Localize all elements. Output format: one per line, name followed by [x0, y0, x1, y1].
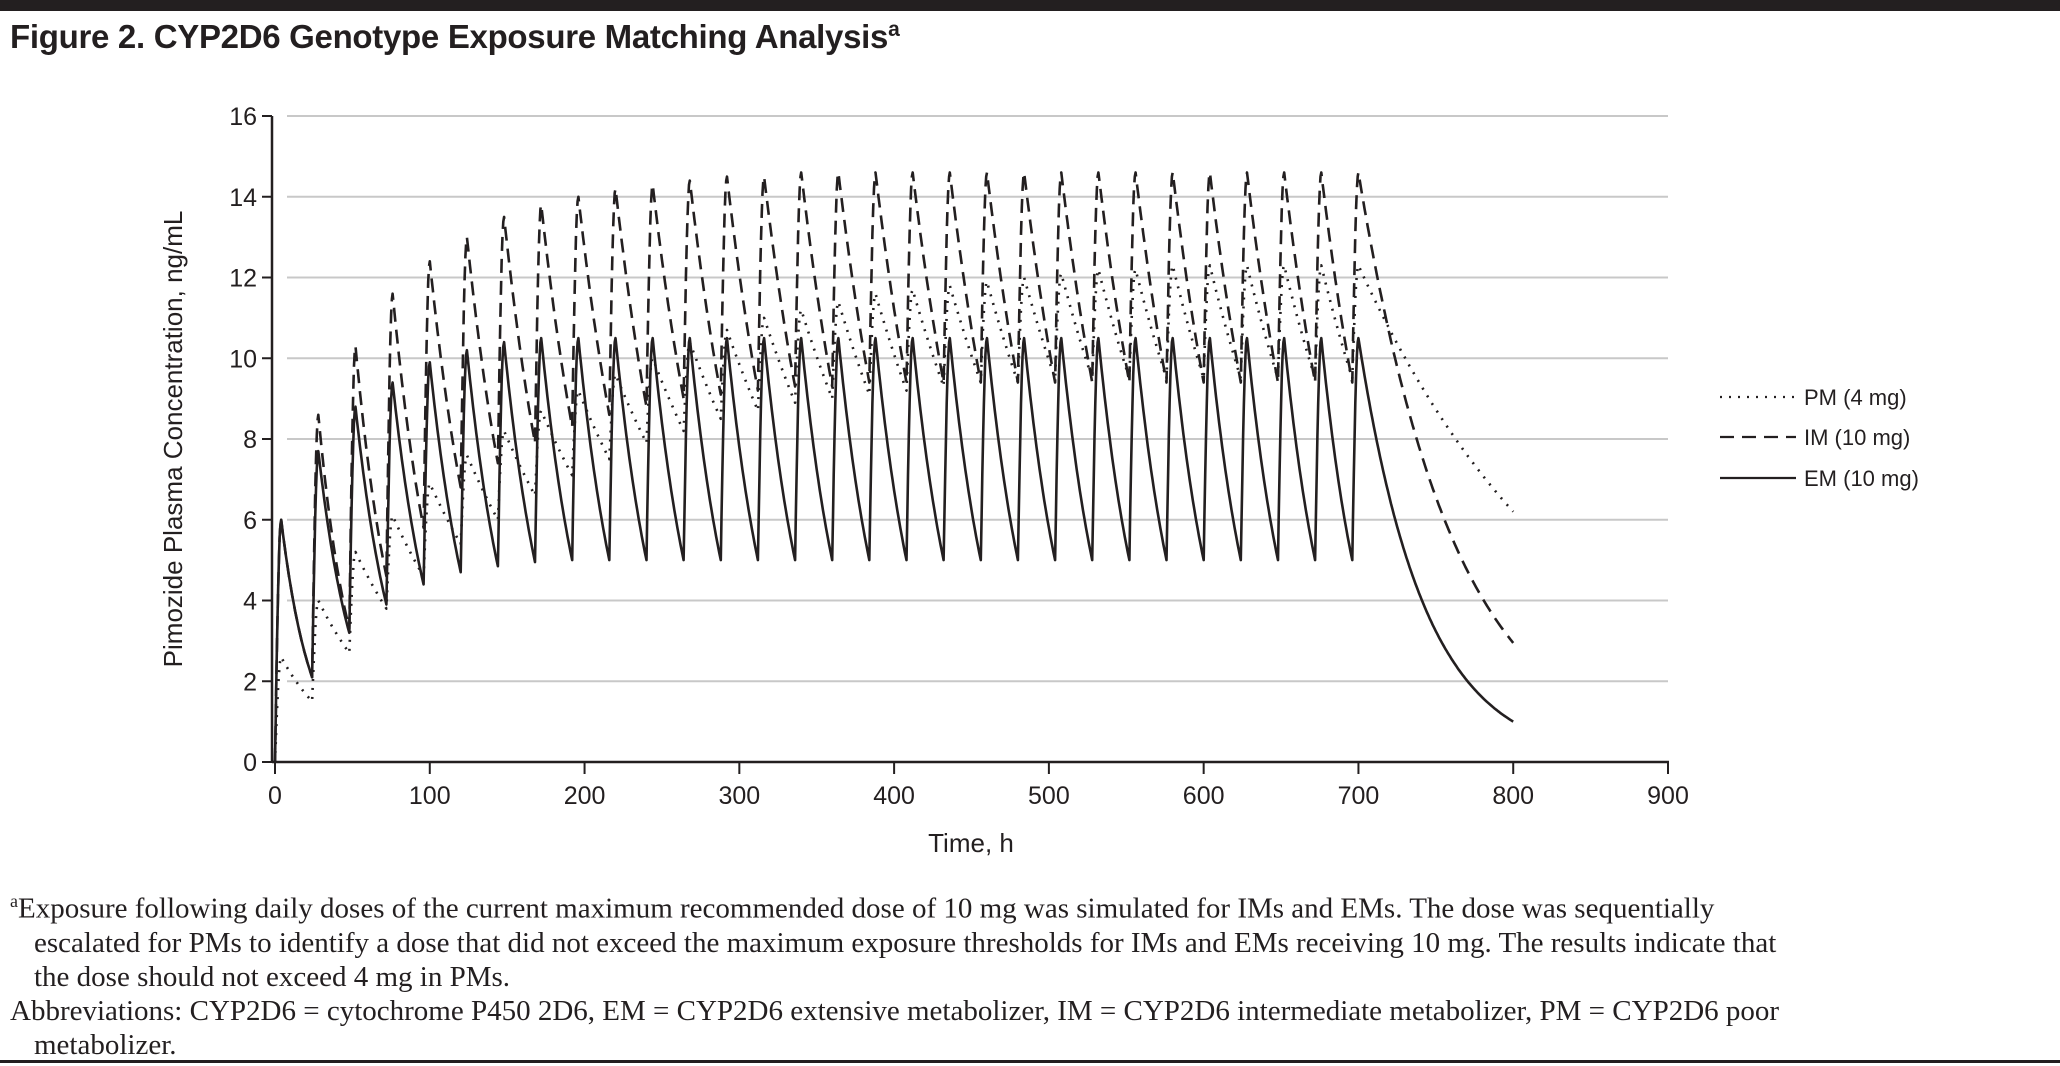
figure-title: Figure 2. CYP2D6 Genotype Exposure Match… [10, 18, 900, 56]
bottom-rule [0, 1060, 2060, 1063]
abbreviations-line1: Abbreviations: CYP2D6 = cytochrome P450 … [10, 994, 1780, 1027]
x-tick-label: 600 [1183, 782, 1225, 810]
y-tick-label: 2 [243, 668, 257, 696]
y-tick-label: 4 [243, 588, 257, 616]
y-tick-label: 16 [229, 103, 257, 131]
footnote-a: aExposure following daily doses of the c… [10, 884, 1779, 1062]
figure-title-text: Figure 2. CYP2D6 Genotype Exposure Match… [10, 18, 889, 55]
x-tick-label: 700 [1338, 782, 1380, 810]
figure-title-superscript: a [888, 18, 900, 41]
footnote-text-1: Exposure following daily doses of the cu… [18, 892, 1715, 925]
footnote-a-line3: the dose should not exceed 4 mg in PMs. [34, 960, 511, 993]
line-chart: 0 2 4 6 8 10 12 14 16 0 100 200 300 400 500 600 700 800 9… [158, 103, 1919, 858]
legend-label: EM (10 mg) [1804, 466, 1919, 491]
footnote-a-line1: aExposure following daily doses of the c… [10, 884, 1779, 926]
y-tick-label: 0 [243, 749, 257, 777]
x-axis-ticks: 0 100 200 300 400 500 600 700 800 900 [268, 762, 1689, 810]
y-axis-ticks: 0 2 4 6 8 10 12 14 16 [229, 103, 272, 777]
gridlines [287, 115, 1668, 683]
y-axis-label: Pimozide Plasma Concentration, ng/mL [158, 211, 188, 668]
x-tick-label: 200 [564, 782, 606, 810]
abbreviations-line2: metabolizer. [34, 1028, 177, 1061]
legend-label: IM (10 mg) [1804, 425, 1910, 450]
series-line-dotted [273, 264, 1515, 763]
series-lines [273, 171, 1515, 763]
legend-item: PM (4 mg) [1720, 385, 1907, 410]
footnote-a-line2: escalated for PMs to identify a dose tha… [34, 926, 1777, 959]
x-tick-label: 800 [1492, 782, 1534, 810]
y-tick-label: 12 [229, 265, 257, 293]
y-tick-label: 14 [229, 184, 257, 212]
x-tick-label: 0 [268, 782, 282, 810]
legend-label: PM (4 mg) [1804, 385, 1907, 410]
x-tick-label: 500 [1028, 782, 1070, 810]
y-tick-label: 8 [243, 426, 257, 454]
legend: PM (4 mg) IM (10 mg) EM (10 mg) [1720, 385, 1919, 491]
legend-item: IM (10 mg) [1720, 425, 1910, 450]
legend-item: EM (10 mg) [1720, 466, 1919, 491]
footnote-marker: a [10, 891, 18, 911]
x-tick-label: 900 [1647, 782, 1689, 810]
x-tick-label: 400 [873, 782, 915, 810]
series-line-dashed [273, 171, 1515, 763]
series-line-solid [273, 336, 1514, 763]
top-rule [0, 0, 2060, 11]
x-tick-label: 100 [409, 782, 451, 810]
x-tick-label: 300 [718, 782, 760, 810]
y-tick-label: 10 [229, 345, 257, 373]
x-axis-label: Time, h [928, 828, 1014, 858]
y-tick-label: 6 [243, 507, 257, 535]
